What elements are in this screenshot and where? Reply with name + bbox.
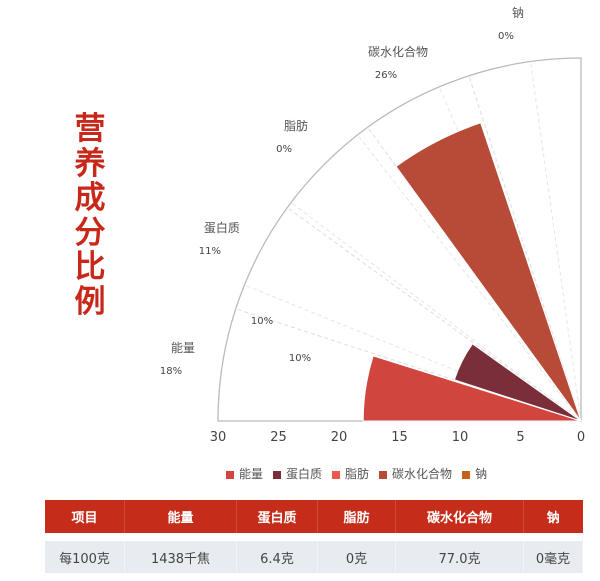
grid-line [468,75,582,422]
table-cell: 6.4克 [236,541,318,573]
category-percent-label: 0% [276,144,292,155]
grid-line [287,207,582,422]
legend-item[interactable]: 碳水化合物 [379,465,452,482]
header-cell: 项目 [45,500,125,533]
table-cell: 77.0克 [395,541,524,573]
legend-swatch [379,470,388,479]
category-percent-label: 18% [160,366,182,377]
polar-chart: 能量 18% 蛋白质 11% 脂肪 0% 碳水化合物 26% 钠 0% 10% 10% 30 25 20 15… [160,5,585,445]
grid-line [290,202,582,422]
legend-item[interactable]: 蛋白质 [273,465,322,482]
grid-line [235,308,582,422]
chart-title: 营养成分比例 [74,111,106,320]
legend-label: 脂肪 [345,467,370,481]
legend-swatch [462,470,471,479]
inner-label: 10% [251,316,273,327]
legend-item[interactable]: 钠 [462,465,487,482]
category-percent-label: 26% [375,70,397,81]
table-row: 每100克 1438千焦 6.4克 0克 77.0克 0毫克 [45,541,583,573]
category-label: 能量 [171,341,195,355]
legend: 能量 蛋白质 脂肪 碳水化合物 钠 [226,465,487,482]
category-label: 碳水化合物 [368,44,428,59]
category-label: 脂肪 [284,118,308,133]
legend-swatch [273,470,282,479]
legend-label: 碳水化合物 [392,467,453,481]
category-percent-label: 0% [498,31,514,42]
category-label: 蛋白质 [204,220,240,235]
legend-swatch [332,470,341,479]
table-cell: 0克 [317,541,396,573]
category-label: 钠 [512,5,524,20]
sector-3 [395,122,582,422]
radial-tick-label: 5 [516,430,524,445]
header-cell: 脂肪 [317,500,396,533]
table-header-row: 项目 能量 蛋白质 脂肪 碳水化合物 钠 [45,500,583,533]
legend-label: 钠 [475,467,488,481]
category-percent-label: 11% [199,246,221,257]
grid-line [357,134,582,422]
table-cell: 0毫克 [523,541,583,573]
radial-tick-label: 0 [577,430,585,445]
grid-line [529,61,582,422]
header-cell: 碳水化合物 [395,500,524,533]
polar-axis-arc [217,57,582,422]
legend-swatch [226,470,234,479]
grid-line [244,284,582,422]
radial-tick-label: 15 [391,430,408,445]
inner-label: 10% [289,353,311,364]
table-cell: 每100克 [45,541,125,573]
header-cell: 能量 [124,500,237,533]
nutrition-table: 项目 能量 蛋白质 脂肪 碳水化合物 钠 每100克 1438千焦 6.4克 0… [45,500,583,573]
radial-tick-label: 25 [270,430,287,445]
header-cell: 钠 [523,500,583,533]
sector-1 [453,343,582,422]
legend-label: 能量 [239,467,264,481]
legend-item[interactable]: 能量 [226,465,263,482]
header-cell: 蛋白质 [236,500,318,533]
radial-tick-label: 30 [210,430,227,445]
legend-label: 蛋白质 [286,467,323,481]
sector-0 [362,355,582,422]
radial-tick-label: 20 [331,430,348,445]
radial-tick-label: 10 [452,430,469,445]
legend-item[interactable]: 脂肪 [332,465,369,482]
table-cell: 1438千焦 [124,541,237,573]
